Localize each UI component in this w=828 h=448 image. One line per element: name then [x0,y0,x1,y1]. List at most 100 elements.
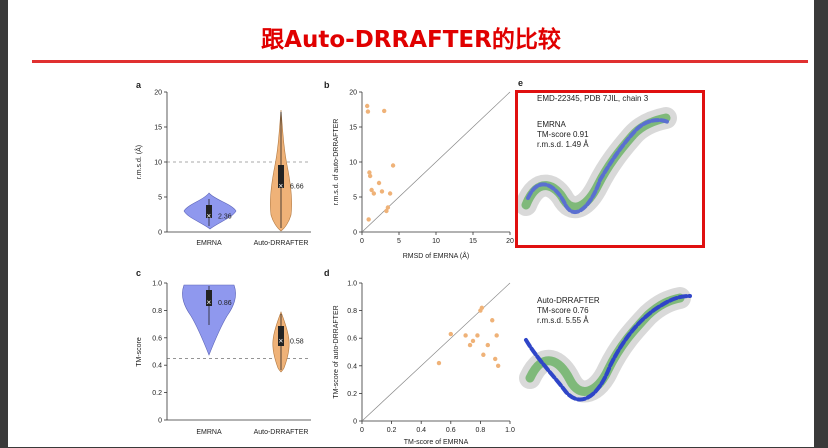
ytick-label-d: 0.2 [347,391,357,398]
ytick-label-b: 10 [349,160,357,167]
mean-marker-a-emrna: × [207,211,212,220]
panel-letter-b: b [324,80,330,90]
ytick-label-d: 0.6 [347,336,357,343]
ticks-c-y: 0 0.2 0.4 0.6 0.8 1.0 [152,281,167,425]
scatter-point-d [448,331,453,337]
ytick-label-a: 10 [154,160,162,167]
scatter-point-d [493,356,498,362]
xtick-label-b: 15 [469,238,477,245]
scatter-point-d [463,333,468,338]
emrna-label-rmsd: r.m.s.d. 1.49 Å [537,140,589,149]
auto-label-rmsd: r.m.s.d. 5.55 Å [537,316,589,325]
xtick-label-d: 0.4 [416,427,426,434]
ticks-a-y: 0 5 10 15 20 [154,90,167,237]
scatter-point-b [366,217,371,222]
scatter-point-d [479,305,485,311]
xtick-label-d: 0 [360,427,364,434]
panel-letter-d: d [324,268,330,278]
ticks-b: 0 5 10 15 20 0 5 10 15 20 [349,90,514,246]
scatter-point-b [385,205,391,210]
emrna-label-tmscore: TM-score 0.91 [537,130,589,139]
ylabel-d: TM-score of auto-DRRAFTER [333,305,340,398]
ytick-label-c: 0.6 [152,335,162,342]
mean-label-a-auto: 6.66 [290,183,304,190]
xtick-label-d: 0.8 [476,427,486,434]
panel-b: b 0 5 10 15 20 0 5 10 15 20 r.m.s.d. of auto-DRRA… [324,80,514,260]
title-underline [32,60,808,63]
scatter-point-b [364,103,370,109]
category-a-auto: Auto-DRRAFTER [254,240,309,247]
category-c-auto: Auto-DRRAFTER [254,429,309,436]
panel-d: d 0 0.2 0.4 0.6 0.8 1.0 0 0.2 0.4 0.6 0.8 1.0 TM-sc… [324,268,515,446]
scatter-point-d [495,363,501,368]
xtick-label-b: 0 [360,238,364,245]
panel-e-header: EMD-22345, PDB 7JIL, chain 3 [537,94,649,103]
auto-drrafter-structure-image [519,287,692,403]
emrna-structure-image [515,107,677,219]
ytick-label-b: 0 [353,230,357,237]
panel-e-structures: e [515,78,692,403]
ylabel-b: r.m.s.d. of auto-DRRAFTER [333,119,340,206]
mean-label-a-emrna: 2.36 [218,213,232,220]
xtick-label-d: 0.6 [446,427,456,434]
scatter-point-b [382,108,387,114]
scatter-point-d [475,333,480,338]
slide-title: 跟Auto-DRRAFTER的比较 [261,27,561,53]
xlabel-d: TM-score of EMRNA [404,439,469,446]
auto-label-block: Auto-DRRAFTER TM-score 0.76 r.m.s.d. 5.5… [537,296,600,326]
scatter-point-b [371,191,377,196]
scatter-point-b [379,189,385,194]
ylabel-a: r.m.s.d. (Å) [134,145,143,179]
scatter-point-d [494,333,499,338]
scatter-point-b [387,191,393,196]
ytick-label-b: 15 [349,125,357,132]
scatter-point-d [490,318,495,323]
ytick-label-a: 5 [158,195,162,202]
ytick-label-d: 1.0 [347,281,357,288]
scatter-point-d [481,352,486,357]
ytick-label-d: 0.8 [347,308,357,315]
ytick-label-d: 0 [353,419,357,426]
scatter-point-d [470,338,476,344]
panel-a: a 0 5 10 15 20 r.m.s.d. (Å) × × 2.36 6.66 EM… [134,80,311,247]
mean-marker-c-emrna: × [207,298,212,307]
highlight-box-e [515,90,705,248]
ytick-label-c: 0.4 [152,363,162,370]
charts-canvas: a 0 5 10 15 20 r.m.s.d. (Å) × × 2.36 6.66 EM… [134,78,692,446]
scatter-point-b [369,187,374,193]
xtick-label-b: 20 [506,238,514,245]
scatter-point-d [436,360,442,366]
ytick-label-a: 0 [158,230,162,237]
scatter-point-b [367,170,372,175]
ytick-label-a: 15 [154,125,162,132]
xtick-label-d: 1.0 [505,427,515,434]
ylabel-c: TM-score [136,337,143,367]
scatter-point-d [467,342,473,348]
slide: 跟Auto-DRRAFTER的比较 a 0 5 10 15 20 r.m.s.d. (Å… [8,0,814,447]
diagonal-d [361,282,511,422]
xtick-label-b: 10 [432,238,440,245]
xlabel-b: RMSD of EMRNA (Å) [403,251,470,260]
points-b [364,103,396,222]
emrna-label-method: EMRNA [537,120,566,129]
scatter-point-b [390,163,396,168]
scatter-point-b [384,208,389,214]
mean-label-c-auto: 0.58 [290,339,304,346]
ytick-label-b: 5 [353,195,357,202]
mean-label-c-emrna: 0.86 [218,300,232,307]
scatter-point-b [376,180,382,186]
auto-label-tmscore: TM-score 0.76 [537,306,589,315]
ticks-d: 0 0.2 0.4 0.6 0.8 1.0 0 0.2 0.4 0.6 0.8 1.0 [347,281,515,435]
category-c-emrna: EMRNA [196,429,222,436]
ytick-label-c: 0.8 [152,308,162,315]
points-d [436,305,501,368]
auto-label-method: Auto-DRRAFTER [537,296,600,305]
emrna-label-block: EMRNA TM-score 0.91 r.m.s.d. 1.49 Å [537,120,589,150]
ytick-label-c: 1.0 [152,281,162,288]
mean-marker-c-auto: × [279,337,284,346]
mean-marker-a-auto: × [279,181,284,190]
ytick-label-b: 20 [349,90,357,97]
panel-c: c 0 0.2 0.4 0.6 0.8 1.0 TM-score × × 0.86 0.5… [136,268,311,436]
panel-letter-a: a [136,80,142,90]
scatter-point-d [485,342,490,348]
